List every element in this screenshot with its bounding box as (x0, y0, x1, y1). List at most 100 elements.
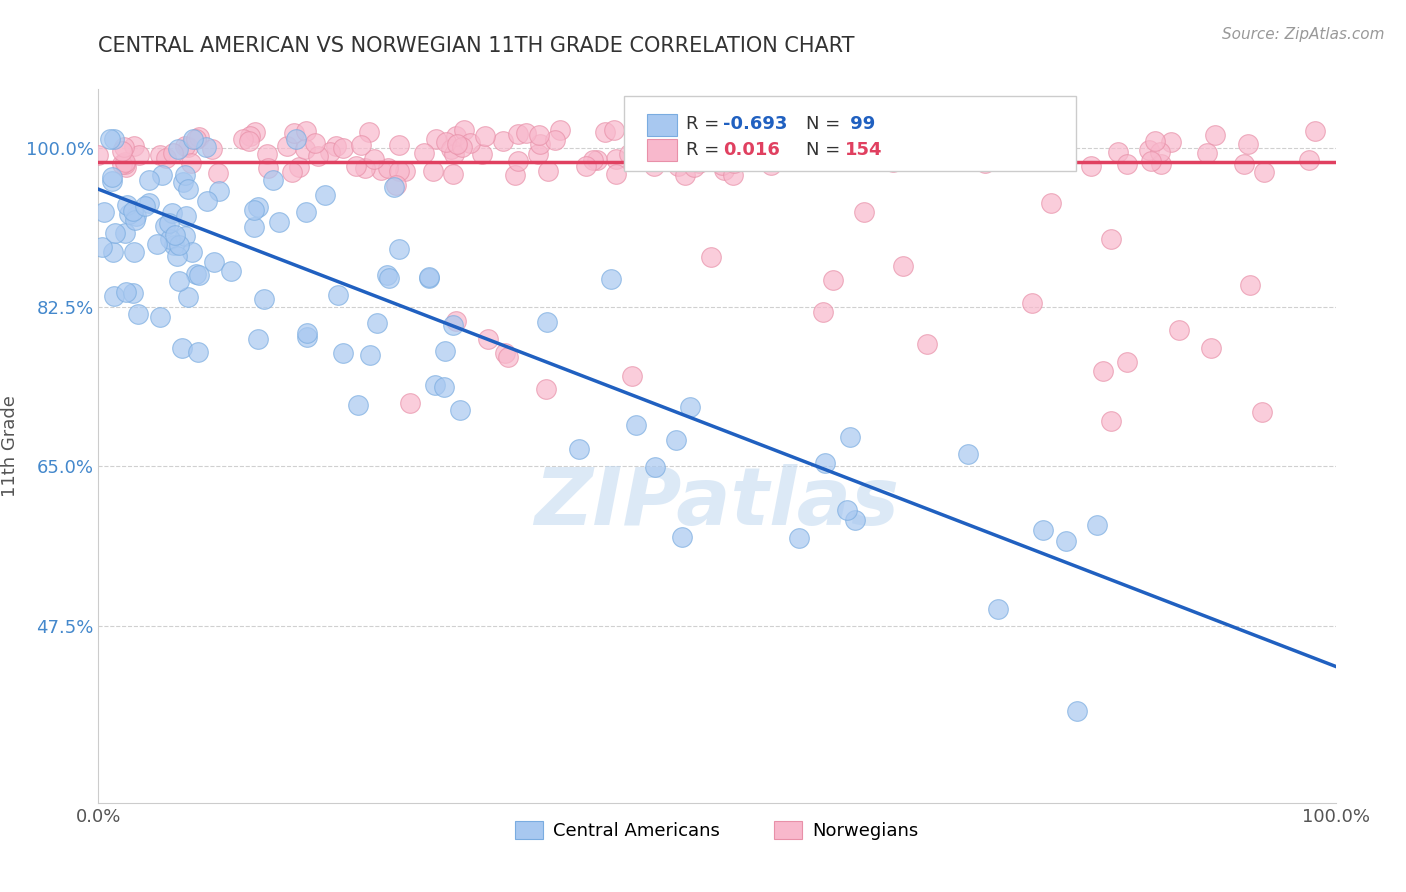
Point (711, 158, 734, 172)
Point (124, 209, 146, 223)
Point (1167, 323, 1189, 337)
Point (184, 268, 207, 282)
Point (766, 153, 789, 168)
Point (617, 146, 640, 161)
Point (1143, 134, 1166, 148)
Point (295, 330, 318, 344)
Point (232, 132, 254, 146)
Point (1303, 124, 1326, 138)
Point (366, 316, 388, 330)
Point (166, 142, 188, 156)
Point (104, 226, 127, 240)
Point (155, 151, 177, 165)
Point (624, 418, 647, 433)
Point (494, 346, 516, 360)
Point (425, 378, 447, 392)
Point (644, 460, 666, 475)
Point (835, 503, 858, 517)
Point (267, 215, 290, 229)
Point (314, 187, 336, 202)
Point (294, 205, 316, 219)
Point (388, 242, 411, 256)
Point (242, 219, 264, 234)
Point (115, 161, 138, 175)
Point (377, 161, 399, 175)
Point (453, 123, 475, 137)
Point (128, 148, 150, 162)
Point (375, 268, 398, 283)
Point (1160, 135, 1182, 149)
Point (115, 285, 138, 300)
Point (207, 166, 229, 180)
Point (503, 168, 526, 182)
Point (326, 287, 349, 301)
Point (699, 251, 721, 265)
Point (450, 140, 472, 154)
Point (955, 128, 977, 142)
Point (1040, 195, 1063, 210)
Point (174, 209, 197, 223)
Point (702, 132, 724, 146)
Point (1199, 341, 1222, 355)
Point (422, 164, 444, 178)
Point (917, 336, 939, 351)
Point (643, 159, 665, 173)
Point (821, 273, 844, 287)
Point (1085, 518, 1108, 533)
Point (755, 152, 778, 166)
Point (444, 128, 467, 143)
Point (458, 136, 481, 150)
Point (281, 165, 304, 179)
Point (441, 167, 464, 181)
Point (201, 142, 224, 156)
Point (471, 146, 494, 161)
Text: 99: 99 (845, 115, 876, 133)
Point (1137, 143, 1160, 157)
Point (671, 125, 693, 139)
Point (363, 152, 385, 166)
Point (239, 128, 262, 143)
Point (103, 245, 125, 260)
Point (148, 147, 170, 161)
Point (134, 199, 156, 213)
Point (112, 140, 135, 154)
Point (304, 136, 326, 151)
Point (357, 125, 380, 139)
Point (441, 318, 464, 333)
FancyBboxPatch shape (624, 96, 1076, 171)
Point (388, 163, 411, 178)
Point (856, 141, 879, 155)
Point (174, 138, 197, 153)
Point (187, 130, 209, 145)
Point (544, 133, 567, 147)
Point (537, 164, 560, 178)
Point (506, 128, 529, 142)
Point (325, 138, 347, 153)
Point (169, 273, 191, 287)
Point (195, 194, 218, 208)
Point (110, 156, 132, 170)
Point (974, 156, 997, 170)
Point (295, 124, 318, 138)
Point (477, 332, 499, 346)
Point (425, 132, 447, 146)
Text: N =: N = (806, 141, 846, 159)
Point (536, 382, 558, 396)
Point (474, 128, 496, 143)
Point (987, 601, 1010, 615)
Point (605, 167, 627, 181)
Point (165, 227, 187, 242)
Point (87, 148, 110, 162)
Point (974, 144, 997, 158)
Point (187, 345, 209, 359)
Point (446, 314, 468, 328)
Point (508, 153, 530, 168)
Point (994, 134, 1017, 148)
Point (172, 341, 194, 355)
Point (602, 123, 624, 137)
Point (167, 238, 190, 252)
Point (527, 128, 550, 142)
Point (117, 206, 139, 220)
Point (787, 532, 810, 546)
Point (370, 163, 392, 178)
